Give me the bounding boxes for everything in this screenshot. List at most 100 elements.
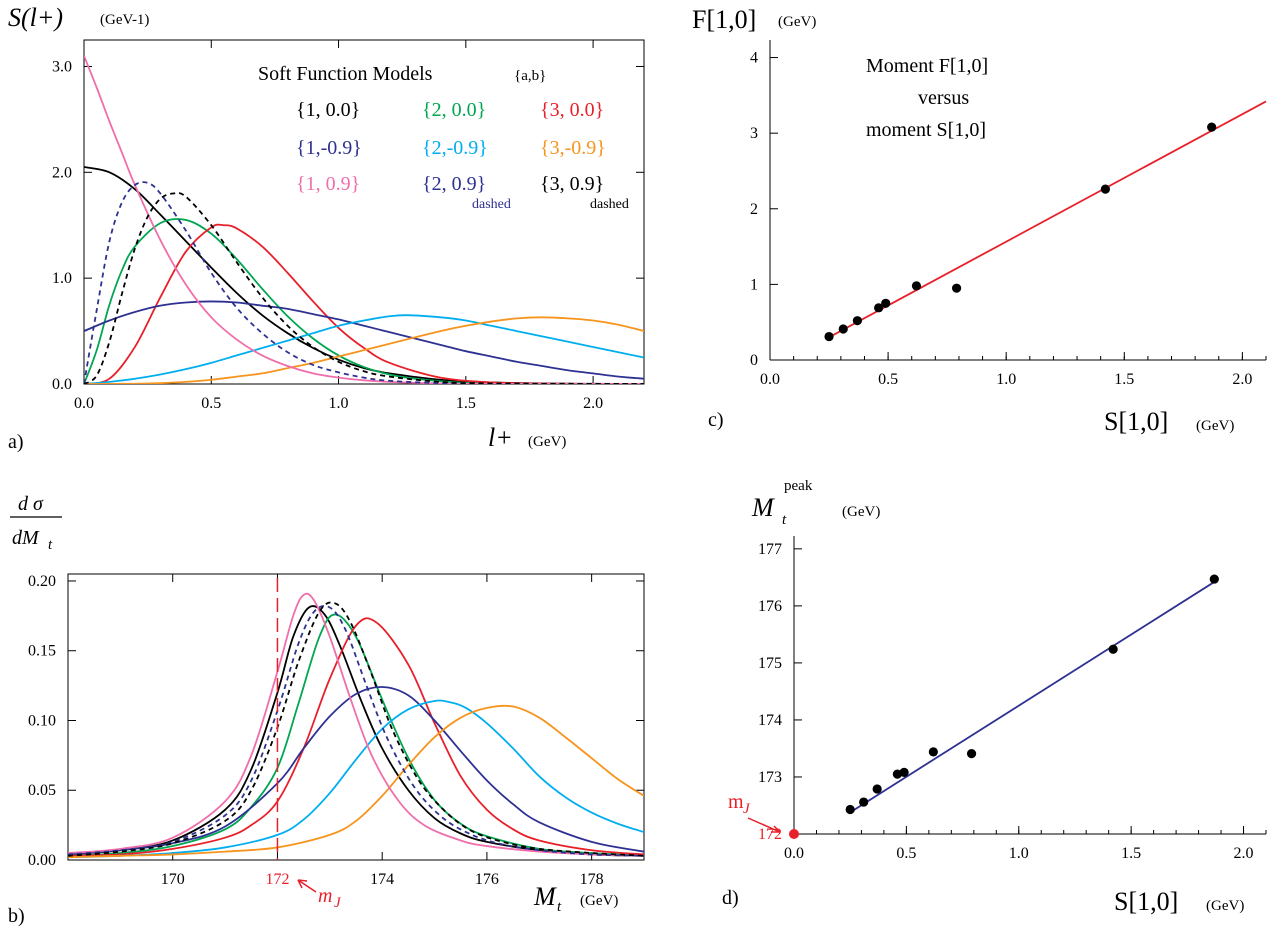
panel-d-ylabel-unit: (GeV) bbox=[842, 504, 880, 520]
marker-arrow bbox=[297, 879, 317, 893]
data-point bbox=[881, 298, 891, 308]
panel-c-axes: 0.0 0.5 1.0 1.5 2.0 0 1 2 3 4 bbox=[750, 40, 1267, 388]
panel-b-ylabel-denominator-sub: t bbox=[48, 537, 53, 553]
data-point bbox=[872, 784, 882, 794]
y-tick-label: 175 bbox=[758, 655, 782, 672]
legend-entry: {2, 0.0} bbox=[422, 99, 486, 121]
panel-d-marker-label-sub: J bbox=[743, 801, 751, 817]
panel-c-annotation-line2: versus bbox=[918, 87, 969, 109]
x-tick-label: 174 bbox=[370, 871, 394, 888]
panel-d-ylabel: M bbox=[751, 493, 775, 522]
panel-c-ylabel-unit: (GeV) bbox=[778, 14, 816, 30]
series-line-8 bbox=[68, 601, 644, 857]
y-tick-label: 0.0 bbox=[52, 376, 72, 393]
panel-b-axes: 170 172 174 176 178 0.00 0.05 0.10 0.15 0.20 bbox=[28, 573, 645, 888]
panel-a: S(l+) (GeV-1) Soft Function Models {a,b}… bbox=[8, 3, 629, 453]
x-tick-label: 0.0 bbox=[74, 395, 94, 412]
data-point bbox=[874, 303, 884, 313]
series-line-6 bbox=[84, 55, 644, 384]
x-tick-label: 176 bbox=[475, 871, 499, 888]
data-point bbox=[859, 797, 869, 807]
data-point bbox=[824, 331, 834, 342]
panel-a-legend: {1, 0.0} {2, 0.0} {3, 0.0} {1,-0.9} {2,-0.9}… bbox=[296, 99, 629, 212]
series-line-1 bbox=[68, 613, 644, 857]
panel-a-title-note: {a,b} bbox=[514, 68, 546, 84]
x-tick-label: 170 bbox=[161, 871, 185, 888]
legend-entry: {3, 0.9} bbox=[540, 173, 604, 195]
panel-a-axes: 0.0 0.5 1.0 1.5 2.0 0.0 1.0 2.0 3.0 bbox=[52, 39, 645, 412]
panel-c-label: c) bbox=[708, 409, 724, 431]
panel-a-label: a) bbox=[8, 431, 24, 453]
plot-frame bbox=[67, 573, 645, 861]
legend-entry: {2,-0.9} bbox=[422, 137, 488, 159]
panel-d-xlabel: S[1,0] bbox=[1114, 887, 1178, 916]
y-tick-label: 1.0 bbox=[52, 270, 72, 287]
x-tick-label: 2.0 bbox=[1232, 371, 1252, 388]
data-point bbox=[852, 316, 862, 326]
data-point bbox=[951, 283, 962, 293]
series-line-8 bbox=[84, 192, 644, 384]
data-point bbox=[845, 804, 855, 815]
y-tick-label: 4 bbox=[750, 50, 758, 67]
series-line-7 bbox=[68, 604, 644, 857]
y-tick-label: 3 bbox=[750, 125, 758, 142]
series-line-4 bbox=[84, 314, 644, 384]
series-line-3 bbox=[84, 300, 644, 380]
plot-frame bbox=[83, 39, 645, 385]
x-tick-label: 1.5 bbox=[1121, 845, 1141, 862]
x-tick-label: 1.0 bbox=[996, 371, 1016, 388]
y-tick-label: 0.10 bbox=[28, 712, 56, 729]
y-tick-label: 177 bbox=[758, 541, 782, 558]
panel-c-annotation-line3: moment S[1,0] bbox=[866, 119, 986, 141]
data-point bbox=[1207, 122, 1217, 132]
x-tick-label: 1.5 bbox=[1114, 371, 1134, 388]
panel-d-marker-label: m bbox=[728, 791, 744, 813]
x-tick-label: 0.0 bbox=[784, 845, 804, 862]
x-tick-label: 172 bbox=[265, 871, 289, 888]
series-line-2 bbox=[84, 223, 644, 384]
marker-point bbox=[789, 829, 799, 839]
y-tick-label: 0.00 bbox=[28, 852, 56, 869]
panel-a-ylabel: S(l+) bbox=[8, 3, 63, 32]
panel-c-annotation-line1: Moment F[1,0] bbox=[866, 55, 988, 77]
data-point bbox=[928, 747, 938, 757]
legend-entry: {1, 0.0} bbox=[296, 99, 360, 121]
panel-c-xlabel-unit: (GeV) bbox=[1196, 418, 1234, 434]
x-tick-label: 2.0 bbox=[1234, 845, 1254, 862]
panel-b-xlabel: M bbox=[533, 882, 557, 911]
series-line-2 bbox=[68, 617, 644, 857]
panel-b-xlabel-sub: t bbox=[557, 899, 562, 915]
legend-entry: {1, 0.9} bbox=[296, 173, 360, 195]
series-line-6 bbox=[68, 592, 644, 857]
panel-a-curves bbox=[84, 55, 644, 384]
panel-b-ylabel-numerator: d σ bbox=[18, 493, 44, 515]
panel-c-ylabel: F[1,0] bbox=[692, 5, 756, 34]
y-tick-label: 2 bbox=[750, 201, 758, 218]
panel-d-xlabel-unit: (GeV) bbox=[1206, 898, 1244, 914]
data-point bbox=[1100, 184, 1110, 194]
data-point bbox=[1108, 644, 1118, 654]
plot-layer: 0.0 0.5 1.0 1.5 2.0 0.0 1.0 2.0 3.0 170 172 174 176 1… bbox=[28, 39, 1267, 893]
legend-entry: {3, 0.0} bbox=[540, 99, 604, 121]
x-tick-label: 1.0 bbox=[1009, 845, 1029, 862]
panel-d: M t peak (GeV) m J S[1,0] (GeV) d) bbox=[722, 478, 1244, 916]
y-tick-label: 2.0 bbox=[52, 164, 72, 181]
marker-arrow bbox=[747, 817, 781, 833]
y-tick-label: 0 bbox=[750, 352, 758, 369]
legend-entry: {1,-0.9} bbox=[296, 137, 362, 159]
legend-entry: {2, 0.9} bbox=[422, 173, 486, 195]
legend-entry-note: dashed bbox=[472, 197, 511, 212]
y-tick-label: 3.0 bbox=[52, 58, 72, 75]
panel-c-xlabel: S[1,0] bbox=[1104, 407, 1168, 436]
x-tick-label: 0.5 bbox=[201, 395, 221, 412]
panel-d-scatter bbox=[845, 574, 1219, 815]
panel-d-ylabel-sub: t bbox=[782, 512, 787, 528]
panel-b-marker-label-sub: J bbox=[334, 895, 342, 911]
series-line-3 bbox=[68, 686, 644, 856]
panel-d-axes: 0.0 0.5 1.0 1.5 2.0 172 173 174 175 176 177 bbox=[758, 536, 1267, 862]
y-tick-label: 174 bbox=[758, 712, 782, 729]
panel-d-label: d) bbox=[722, 887, 739, 909]
panel-c: F[1,0] (GeV) Moment F[1,0] versus moment… bbox=[692, 5, 1234, 436]
legend-entry: {3,-0.9} bbox=[540, 137, 606, 159]
